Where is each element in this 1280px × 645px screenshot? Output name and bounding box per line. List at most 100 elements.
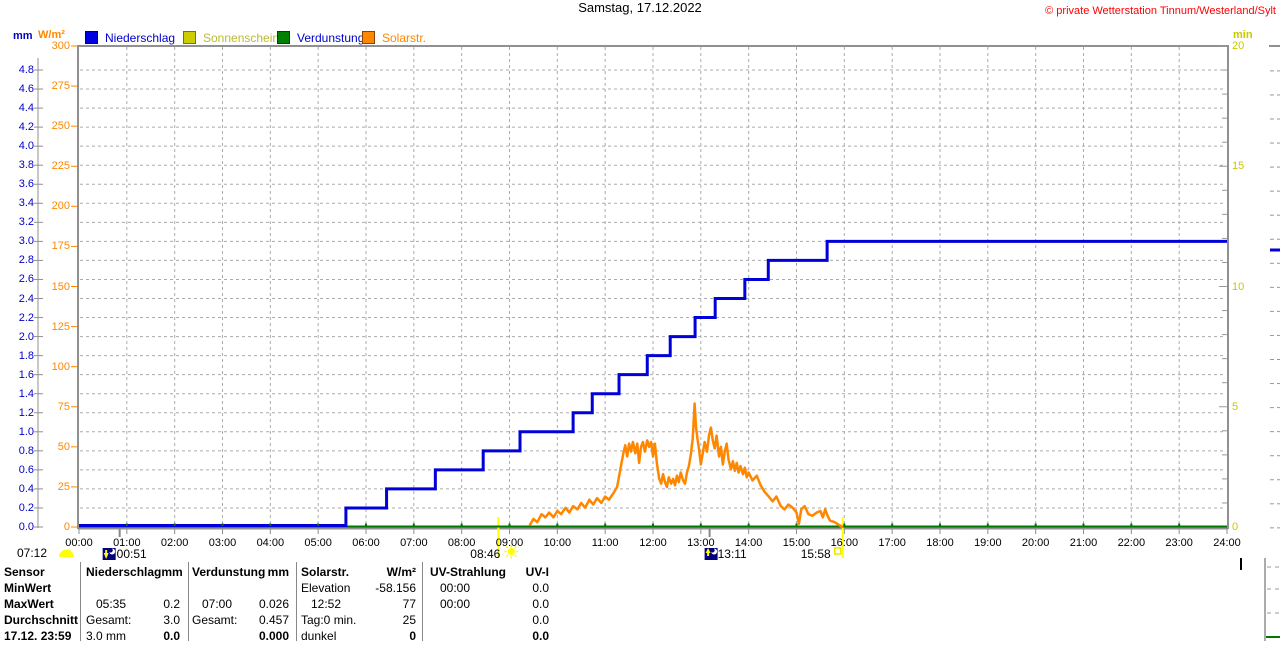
table-divider	[422, 562, 423, 641]
y-axis-label-mm: 3.4	[18, 197, 34, 210]
y-axis-label-mm: 0.8	[18, 444, 34, 457]
legend-item-solarstr: Solarstr.	[362, 31, 427, 45]
cell-label: 00:00	[440, 597, 471, 611]
x-axis-label: 13:00	[687, 537, 715, 549]
column-unit: mm	[267, 565, 289, 579]
y-axis-label-wm2: 100	[51, 360, 70, 373]
sun-ray	[514, 546, 517, 549]
column-unit: mm	[161, 565, 183, 579]
y-axis-label-mm: 1.0	[18, 425, 34, 438]
sonnenschein-swatch-icon	[183, 31, 196, 44]
y-axis-label-mm: 0.2	[18, 501, 34, 514]
y-axis-label-min: 10	[1232, 280, 1245, 293]
page-title: Samstag, 17.12.2022	[578, 0, 702, 15]
cell-value: 0.0	[163, 629, 180, 643]
x-axis-label: 22:00	[1117, 537, 1146, 549]
legend-item-niederschlag: Niederschlag	[85, 31, 176, 45]
sun-square-icon	[833, 547, 842, 555]
x-axis-label: 08:00	[447, 537, 476, 549]
y-axis-label-wm2: 50	[57, 440, 70, 453]
y-axis-label-mm: 2.2	[18, 311, 34, 324]
cell-label: 12:52	[311, 597, 342, 611]
sun-ray	[505, 554, 509, 557]
niederschlag-line	[79, 239, 1227, 527]
y-axis-label-mm: 4.0	[18, 140, 34, 153]
moonrise-time-label: 13:11	[717, 547, 747, 561]
y-axis-label-mm: 4.6	[18, 83, 34, 96]
x-axis-label: 09:00	[495, 537, 524, 549]
x-axis-label: 11:00	[591, 537, 619, 549]
y-axis-label-wm2: 275	[51, 80, 70, 93]
x-axis-label: 17:00	[878, 537, 906, 549]
cell-label: Tag:0 min.	[301, 613, 357, 627]
legend-label: Verdunstung	[297, 31, 365, 45]
table-column-uv: UV-Strahlung UV-I 00:00 0.0 00:00 0.0 0.0 0…	[430, 565, 549, 645]
y-axis-label-wm2: 150	[51, 280, 70, 293]
arrow-down-head	[103, 553, 109, 559]
column-unit: W/m²	[386, 565, 416, 579]
solarstr-line	[528, 402, 844, 529]
left-axis-unit-mm: mm	[13, 30, 33, 42]
cell-label	[430, 629, 532, 645]
y-axis-label-mm: 4.4	[18, 102, 34, 115]
moon-crescent-cut	[710, 548, 715, 553]
x-axis-label: 10:00	[543, 537, 572, 549]
cell-value: 25	[402, 613, 416, 627]
legend-label: Solarstr.	[382, 31, 427, 45]
sunset-time-label: 15:58	[800, 547, 831, 561]
y-axis-label-wm2: 250	[51, 120, 70, 133]
x-axis-label: 12:00	[639, 537, 667, 549]
cell-value: -58.156	[375, 581, 416, 595]
table-divider	[80, 562, 81, 641]
column-title: Niederschlag	[86, 565, 162, 579]
y-axis-label-mm: 2.4	[18, 292, 34, 305]
cell-value: 0	[409, 629, 416, 643]
moonset-time-label: 00:51	[116, 547, 147, 561]
cell-label: 07:00	[202, 597, 233, 611]
row-header-maxwert: MaxWert	[4, 597, 54, 611]
sunrise-time-label: 08:46	[470, 547, 501, 561]
dawn-time-label: 07:12	[17, 546, 48, 560]
x-axis-label: 01:00	[113, 537, 141, 549]
x-axis-label: 21:00	[1069, 537, 1098, 549]
x-axis-label: 04:00	[256, 537, 285, 549]
x-axis-label: 07:00	[400, 537, 428, 549]
x-axis-label: 16:00	[830, 537, 859, 549]
y-axis-label-min: 15	[1232, 160, 1245, 173]
cell-value: 0.026	[258, 597, 289, 611]
cell-label: Gesamt:	[192, 613, 238, 627]
y-axis-label-mm: 2.0	[18, 330, 34, 343]
y-axis-label-wm2: 200	[51, 200, 70, 213]
x-axis-label: 00:00	[65, 537, 93, 549]
cell-label: Elevation	[301, 581, 351, 595]
y-axis-label-mm: 4.2	[18, 121, 34, 134]
y-axis-label-mm: 0.6	[18, 463, 34, 476]
legend-label: Sonnenschein	[203, 31, 280, 45]
column-title: UV-Strahlung	[430, 565, 507, 579]
y-axis-label-mm: 3.0	[18, 235, 34, 248]
x-axis-label: 20:00	[1021, 537, 1050, 549]
legend-label: Niederschlag	[105, 31, 176, 45]
x-axis-label: 14:00	[734, 537, 763, 549]
sun-half-icon	[59, 549, 74, 557]
cell-label	[86, 581, 180, 597]
niederschlag-swatch-icon	[85, 31, 98, 44]
cell-value: 3.0	[163, 613, 180, 627]
cell-label	[192, 629, 259, 645]
table-column-verdunstung: Verdunstung mm 07:00 0.026 Gesamt: 0.457 0.…	[192, 565, 289, 645]
column-title: Solarstr.	[301, 565, 350, 579]
cell-value: 0.0	[532, 581, 549, 595]
y-axis-label-wm2: 125	[51, 320, 70, 333]
sun-ray	[514, 554, 517, 557]
cell-label: dunkel	[301, 629, 337, 643]
left-axis-unit-wm2: W/m²	[38, 29, 65, 41]
x-axis-label: 15:00	[782, 537, 811, 549]
table-divider	[296, 562, 297, 641]
table-column-rowheaders: Sensor MinWert MaxWert Durchschnitt 17.1…	[4, 565, 78, 645]
y-axis-label-mm: 4.8	[18, 64, 34, 76]
solarstr-swatch-icon	[362, 31, 375, 44]
cell-label	[430, 613, 532, 629]
x-axis-label: 24:00	[1213, 537, 1241, 549]
x-axis-label: 02:00	[160, 537, 189, 549]
